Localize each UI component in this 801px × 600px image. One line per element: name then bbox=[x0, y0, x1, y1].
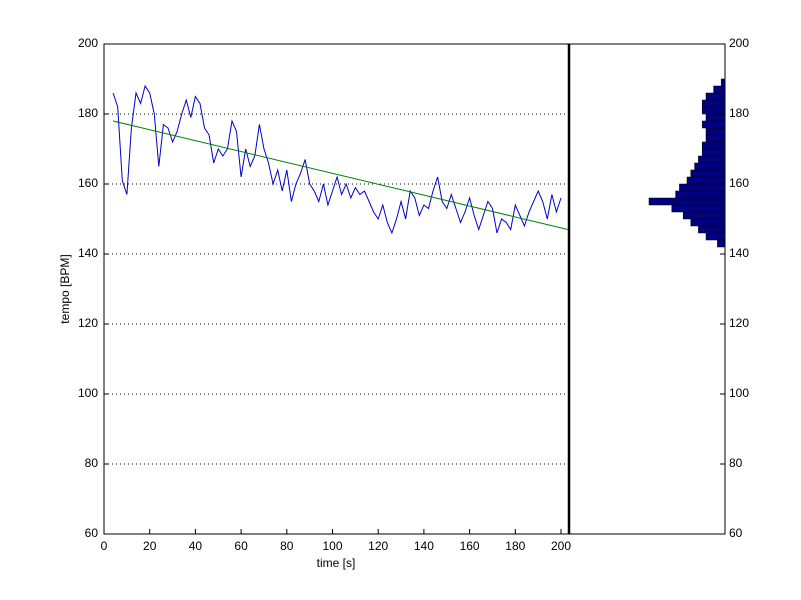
hist-bar bbox=[701, 141, 726, 150]
hist-bar bbox=[698, 225, 726, 234]
y-tick-label: 80 bbox=[85, 456, 99, 470]
y-tick-label: 100 bbox=[78, 386, 98, 400]
y2-tick-label: 60 bbox=[729, 526, 743, 540]
hist-bar bbox=[671, 204, 726, 213]
x-tick-label: 120 bbox=[368, 539, 388, 553]
hist-bar bbox=[690, 169, 726, 178]
hist-bar bbox=[705, 232, 726, 241]
hist-bar bbox=[679, 183, 726, 192]
hist-bar bbox=[713, 85, 726, 94]
hist-bar bbox=[717, 239, 726, 248]
x-tick-label: 60 bbox=[234, 539, 248, 553]
x-tick-label: 160 bbox=[460, 539, 480, 553]
line-axes-box bbox=[103, 43, 570, 535]
hist-bar bbox=[705, 127, 726, 136]
y2-tick-label: 80 bbox=[729, 456, 743, 470]
y-tick-label: 120 bbox=[78, 316, 98, 330]
hist-bar bbox=[705, 134, 726, 143]
series-line bbox=[112, 84, 562, 235]
x-tick-label: 80 bbox=[280, 539, 294, 553]
hist-bar bbox=[698, 155, 726, 164]
y-axis-label: tempo [BPM] bbox=[58, 254, 72, 323]
series-line bbox=[112, 120, 569, 230]
y-tick-label: 160 bbox=[78, 176, 98, 190]
hist-bar bbox=[682, 211, 726, 220]
hist-bar bbox=[686, 176, 726, 185]
hist-bar bbox=[705, 113, 726, 122]
y2-tick-label: 200 bbox=[729, 36, 749, 50]
x-tick-label: 0 bbox=[101, 539, 108, 553]
x-tick-label: 180 bbox=[505, 539, 525, 553]
y2-tick-label: 140 bbox=[729, 246, 749, 260]
x-tick-label: 140 bbox=[414, 539, 434, 553]
hist-bar bbox=[701, 148, 726, 157]
hist-bar bbox=[675, 190, 726, 199]
x-tick-label: 40 bbox=[189, 539, 203, 553]
hist-axes-box bbox=[568, 43, 726, 535]
hist-bar bbox=[648, 197, 726, 206]
x-tick-label: 100 bbox=[322, 539, 342, 553]
y2-tick-label: 120 bbox=[729, 316, 749, 330]
y-tick-label: 200 bbox=[78, 36, 98, 50]
y2-tick-label: 180 bbox=[729, 106, 749, 120]
y-tick-label: 60 bbox=[85, 526, 99, 540]
x-tick-label: 200 bbox=[551, 539, 571, 553]
y2-tick-label: 100 bbox=[729, 386, 749, 400]
y2-tick-label: 160 bbox=[729, 176, 749, 190]
hist-bar bbox=[705, 92, 726, 101]
hist-bar bbox=[720, 78, 726, 87]
x-tick-label: 20 bbox=[143, 539, 157, 553]
hist-bar bbox=[701, 120, 726, 129]
x-axis-label: time [s] bbox=[317, 556, 356, 570]
y-tick-label: 180 bbox=[78, 106, 98, 120]
hist-bar bbox=[701, 106, 726, 115]
hist-bar bbox=[690, 218, 726, 227]
y-tick-label: 140 bbox=[78, 246, 98, 260]
hist-bar bbox=[701, 99, 726, 108]
hist-bar bbox=[694, 162, 726, 171]
